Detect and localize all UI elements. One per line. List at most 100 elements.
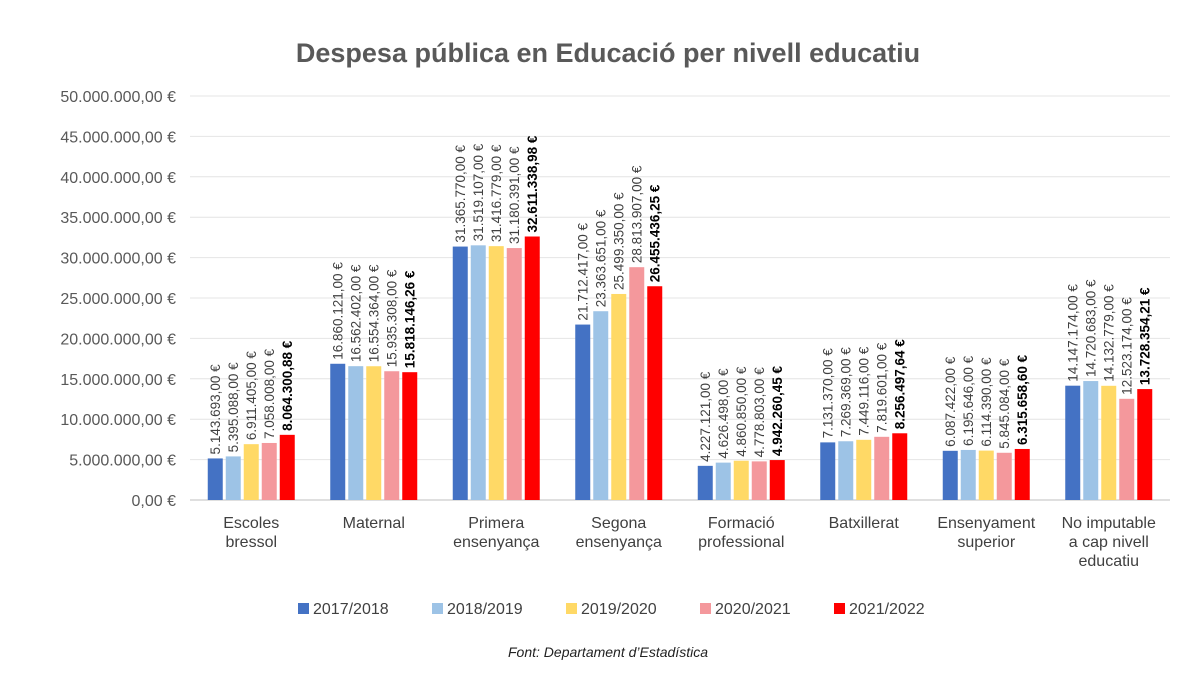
data-label: 16.860.121,00 € (331, 262, 346, 360)
legend-swatch (298, 603, 309, 614)
x-tick-label: superior (957, 534, 1015, 551)
legend-swatch (700, 603, 711, 614)
data-label: 32.611.338,98 € (525, 135, 540, 232)
x-tick-label: bressol (225, 534, 277, 551)
legend-label: 2018/2019 (447, 601, 523, 618)
data-label: 5.395.088,00 € (226, 362, 241, 453)
bar (892, 433, 908, 500)
legend-label: 2019/2020 (581, 601, 657, 618)
bar (629, 267, 645, 500)
bar (715, 462, 731, 500)
data-label: 31.180.391,00 € (507, 146, 522, 244)
data-label: 23.363.651,00 € (594, 209, 609, 307)
data-label: 6.315.658,60 € (1015, 354, 1030, 445)
data-label: 6.911.405,00 € (244, 351, 259, 441)
x-tick-label: Segona (591, 515, 646, 532)
data-label: 26.455.436,25 € (648, 184, 663, 282)
data-label: 4.860.850,00 € (734, 366, 749, 457)
data-label: 7.819.601,00 € (875, 342, 890, 433)
bar (348, 366, 364, 500)
bar (366, 366, 382, 500)
x-tick-label: professional (698, 534, 784, 551)
y-tick-label: 15.000.000,00 € (60, 372, 176, 389)
data-label: 12.523.174,00 € (1120, 297, 1135, 395)
bar (261, 442, 277, 500)
bar (820, 442, 836, 500)
bar (279, 434, 295, 500)
data-label: 7.058.008,00 € (262, 348, 277, 439)
x-tick-label: ensenyança (453, 534, 539, 551)
x-tick-label: Escoles (223, 515, 279, 532)
data-label: 15.935.308,00 € (385, 269, 400, 367)
y-tick-label: 35.000.000,00 € (60, 210, 176, 227)
legend-label: 2021/2022 (849, 601, 925, 618)
x-tick-label: educatiu (1079, 553, 1140, 570)
data-label: 5.845.084,00 € (997, 358, 1012, 449)
bar (207, 458, 223, 500)
bar (470, 245, 486, 500)
bar (488, 246, 504, 500)
bar (1083, 381, 1099, 500)
bar (225, 456, 241, 500)
bar (611, 293, 627, 500)
x-axis: Escoles bressol Maternal Primera ensenyança S… (223, 515, 1156, 570)
data-label: 6.114.390,00 € (979, 357, 994, 447)
bar (1137, 389, 1153, 500)
data-label: 21.712.417,00 € (576, 222, 591, 320)
bar (1119, 398, 1135, 500)
bar (524, 236, 540, 501)
data-label: 7.449.116,00 € (857, 346, 872, 436)
legend-label: 2017/2018 (313, 601, 389, 618)
x-tick-label: No imputable (1062, 515, 1156, 532)
data-label: 14.720.683,00 € (1084, 279, 1099, 377)
x-tick-label: ensenyança (576, 534, 662, 551)
y-axis: 0,00 € 5.000.000,00 € 10.000.000,00 € 15.00… (60, 89, 176, 510)
bar (996, 452, 1012, 500)
data-label: 7.131.370,00 € (821, 348, 836, 439)
y-tick-label: 10.000.000,00 € (60, 412, 176, 429)
x-tick-label: a cap nivell (1069, 534, 1149, 551)
data-label: 4.227.121,00 € (698, 371, 713, 462)
data-label: 7.269.369,00 € (839, 347, 854, 438)
legend-label: 2020/2021 (715, 601, 791, 618)
data-label: 6.195.646,00 € (961, 355, 976, 446)
bar (330, 363, 346, 500)
y-tick-label: 5.000.000,00 € (69, 453, 176, 470)
source-note: Font: Departament d’Estadística (508, 644, 708, 660)
x-tick-label: Formació (708, 515, 775, 532)
bar (960, 449, 976, 500)
x-tick-label: Primera (468, 515, 524, 532)
data-label: 14.132.779,00 € (1102, 284, 1117, 382)
data-label: 14.147.174,00 € (1066, 284, 1081, 382)
bar (1101, 385, 1117, 500)
bar (856, 439, 872, 500)
legend-swatch (432, 603, 443, 614)
x-tick-label: Ensenyament (937, 515, 1035, 532)
y-tick-label: 30.000.000,00 € (60, 251, 176, 268)
bar (384, 371, 400, 500)
bar (452, 246, 468, 500)
legend-swatch (834, 603, 845, 614)
bar (243, 444, 259, 500)
data-label: 16.554.364,00 € (367, 264, 382, 362)
x-tick-label: Batxillerat (829, 515, 900, 532)
bar (1065, 385, 1081, 500)
data-label: 13.728.354,21 € (1138, 287, 1153, 385)
data-label: 8.064.300,88 € (280, 340, 295, 431)
bar (769, 460, 785, 500)
data-label: 31.365.770,00 € (453, 144, 468, 242)
bar (1014, 448, 1030, 500)
data-label: 5.143.693,00 € (208, 364, 223, 455)
y-tick-label: 0,00 € (132, 493, 177, 510)
data-label: 15.818.146,26 € (403, 270, 418, 368)
bar (506, 248, 522, 500)
y-tick-label: 50.000.000,00 € (60, 89, 176, 106)
bars: 5.143.693,00 €5.395.088,00 €6.911.405,00… (207, 135, 1153, 501)
y-tick-label: 45.000.000,00 € (60, 129, 176, 146)
bar (575, 324, 591, 500)
data-label: 31.416.779,00 € (489, 144, 504, 242)
bar (751, 461, 767, 500)
data-label: 16.562.402,00 € (349, 264, 364, 362)
bar (942, 450, 958, 500)
data-label: 4.942.260,45 € (770, 365, 785, 456)
